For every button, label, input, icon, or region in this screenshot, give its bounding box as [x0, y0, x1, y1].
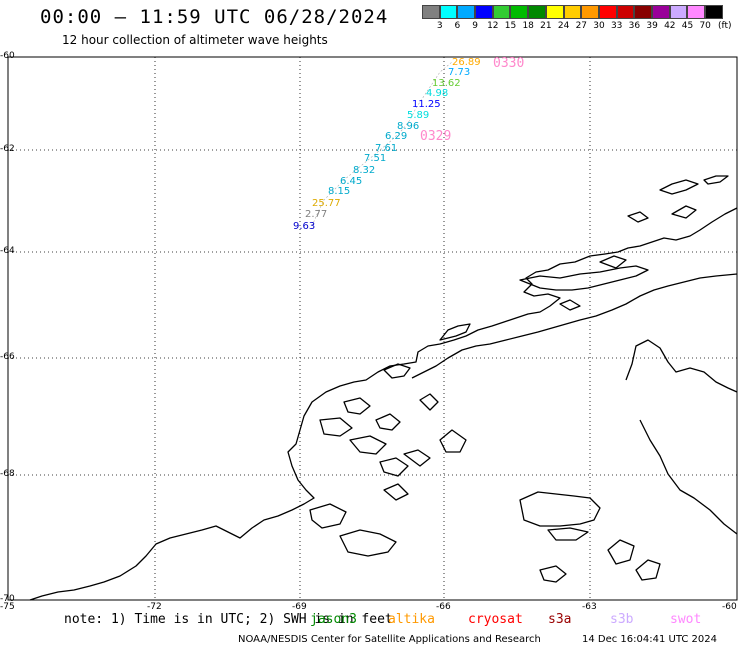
legend-swatch: [545, 5, 564, 19]
latitude-label: -66: [0, 352, 15, 362]
legend-tick-label: 42: [664, 21, 676, 31]
units-note: note: 1) Time is in UTC; 2) SWH is in fe…: [64, 612, 393, 627]
latitude-label: -64: [0, 246, 15, 256]
legend-swatch: [439, 5, 458, 19]
legend-labels: 3 6 9 12 15 18 21 24 27 30 33 36 39 42 45 70: [422, 21, 740, 33]
legend-tick-label: 21: [540, 21, 552, 31]
legend-tick-label: 45: [681, 21, 694, 31]
satellite-label-jason3: jason3: [310, 612, 357, 627]
legend-swatch: [475, 5, 493, 19]
legend-swatch: [422, 5, 440, 19]
legend-tick-label: 12: [487, 21, 499, 31]
graticule: [8, 57, 737, 600]
wave-height-label: 4.98: [426, 88, 449, 99]
wave-height-label: 26.89: [452, 57, 481, 68]
wave-height-label: 8.15: [328, 186, 351, 197]
legend-tick-label: 70: [699, 21, 711, 31]
pass-time-tag: 0329: [420, 129, 452, 144]
longitude-label: -63: [582, 602, 597, 612]
legend-swatch: [581, 5, 599, 19]
legend-swatch: [669, 5, 688, 19]
legend-swatch: [492, 5, 511, 19]
latitude-label: -62: [0, 144, 15, 154]
legend-swatch: [687, 5, 705, 19]
pass-time-tag: 0330: [493, 56, 525, 71]
longitude-label: -72: [147, 602, 162, 612]
longitude-label: -69: [292, 602, 307, 612]
legend-swatch: [634, 5, 652, 19]
legend-swatch: [651, 5, 670, 19]
legend-swatch: [510, 5, 529, 19]
legend-swatch: [616, 5, 635, 19]
legend-swatch: [598, 5, 617, 19]
generated-timestamp: 14 Dec 16:04:41 UTC 2024: [582, 634, 717, 645]
wave-height-legend: [422, 5, 723, 19]
wave-height-label: 13.62: [432, 78, 461, 89]
legend-tick-label: 3: [436, 21, 443, 31]
credit-text: NOAA/NESDIS Center for Satellite Applica…: [238, 634, 541, 645]
legend-swatch: [528, 5, 546, 19]
legend-tick-label: 24: [557, 21, 570, 31]
legend-unit: (ft): [718, 21, 732, 31]
wave-height-label: 5.89: [407, 110, 430, 121]
latitude-label: -70: [0, 594, 15, 604]
legend-tick-label: 36: [628, 21, 641, 31]
ground-track: [311, 61, 453, 227]
wave-height-label: 7.73: [448, 67, 471, 78]
wave-height-label: 11.25: [412, 99, 441, 110]
latitude-label: -68: [0, 469, 15, 479]
satellite-label-swot: swot: [670, 612, 702, 627]
satellite-label-s3a: s3a: [548, 612, 572, 627]
legend-tick-label: 18: [522, 21, 534, 31]
chart-title: 00:00 – 11:59 UTC 06/28/2024: [40, 6, 389, 28]
longitude-label: -75: [0, 602, 15, 612]
satellite-label-altika: altika: [388, 612, 435, 627]
longitude-label: -66: [436, 602, 451, 612]
wave-height-label: 8.32: [353, 165, 376, 176]
wave-height-label: 6.45: [340, 176, 363, 187]
wave-height-label: 25.77: [312, 198, 341, 209]
legend-tick-label: 15: [504, 21, 517, 31]
legend-tick-label: 27: [575, 21, 588, 31]
latitude-label: -60: [0, 51, 15, 61]
wave-height-label: 7.61: [375, 143, 398, 154]
legend-tick-label: 33: [610, 21, 623, 31]
coastline: [29, 175, 738, 601]
wave-height-label: 6.29: [385, 131, 408, 142]
wave-height-label: 9.63: [293, 221, 316, 232]
wave-height-label: 7.51: [364, 153, 387, 164]
legend-swatch: [563, 5, 582, 19]
legend-tick-label: 30: [593, 21, 605, 31]
satellite-label-s3b: s3b: [610, 612, 634, 627]
legend-tick-label: 9: [472, 21, 478, 31]
wave-height-label: 2.77: [305, 209, 328, 220]
legend-swatch: [705, 5, 723, 19]
legend-tick-label: 39: [646, 21, 658, 31]
longitude-label: -60: [722, 602, 737, 612]
satellite-label-cryosat: cryosat: [468, 612, 523, 627]
legend-swatch: [457, 5, 476, 19]
wave-height-label: 8.96: [397, 121, 420, 132]
chart-subtitle: 12 hour collection of altimeter wave hei…: [62, 33, 328, 47]
legend-tick-label: 6: [454, 21, 461, 31]
map-frame: [7, 56, 738, 601]
